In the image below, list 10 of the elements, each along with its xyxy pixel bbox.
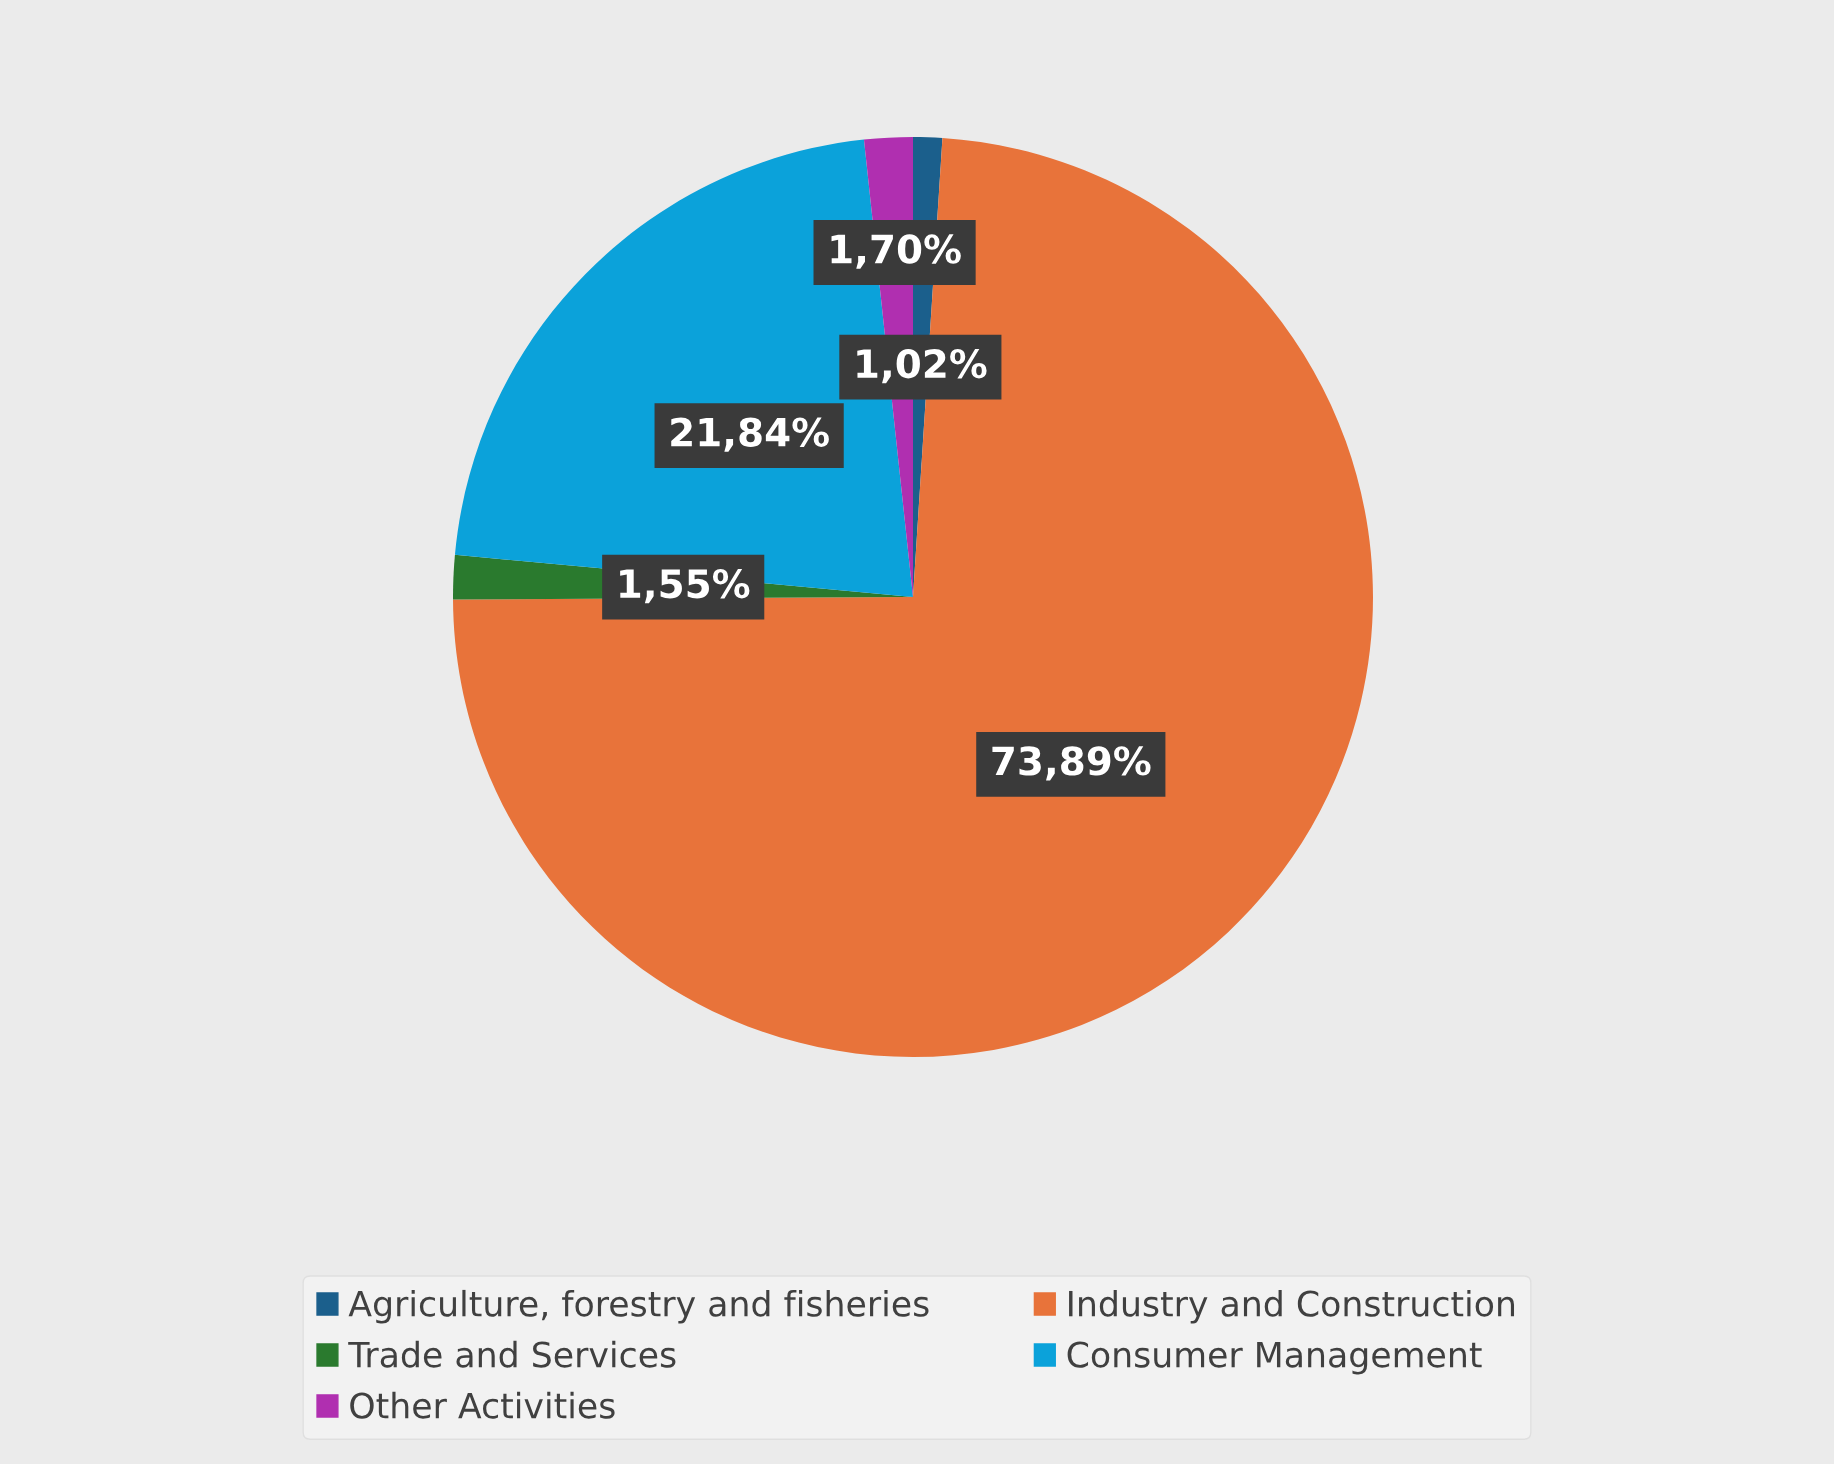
data-label: 21,84% <box>671 417 829 452</box>
data-label: 1,02% <box>857 348 987 384</box>
data-label: 73,89% <box>992 746 1151 781</box>
legend-label: Consumer Management <box>1067 1341 1482 1375</box>
legend-label: Other Activities <box>350 1391 615 1419</box>
legend-label: Agriculture, forestry and fisheries <box>348 1289 929 1324</box>
data-label: 1,55% <box>620 568 750 604</box>
legend-label: Industry and Construction <box>1069 1289 1515 1324</box>
legend-label: Trade and Services <box>348 1340 676 1368</box>
data-label: 1,70% <box>831 234 961 269</box>
